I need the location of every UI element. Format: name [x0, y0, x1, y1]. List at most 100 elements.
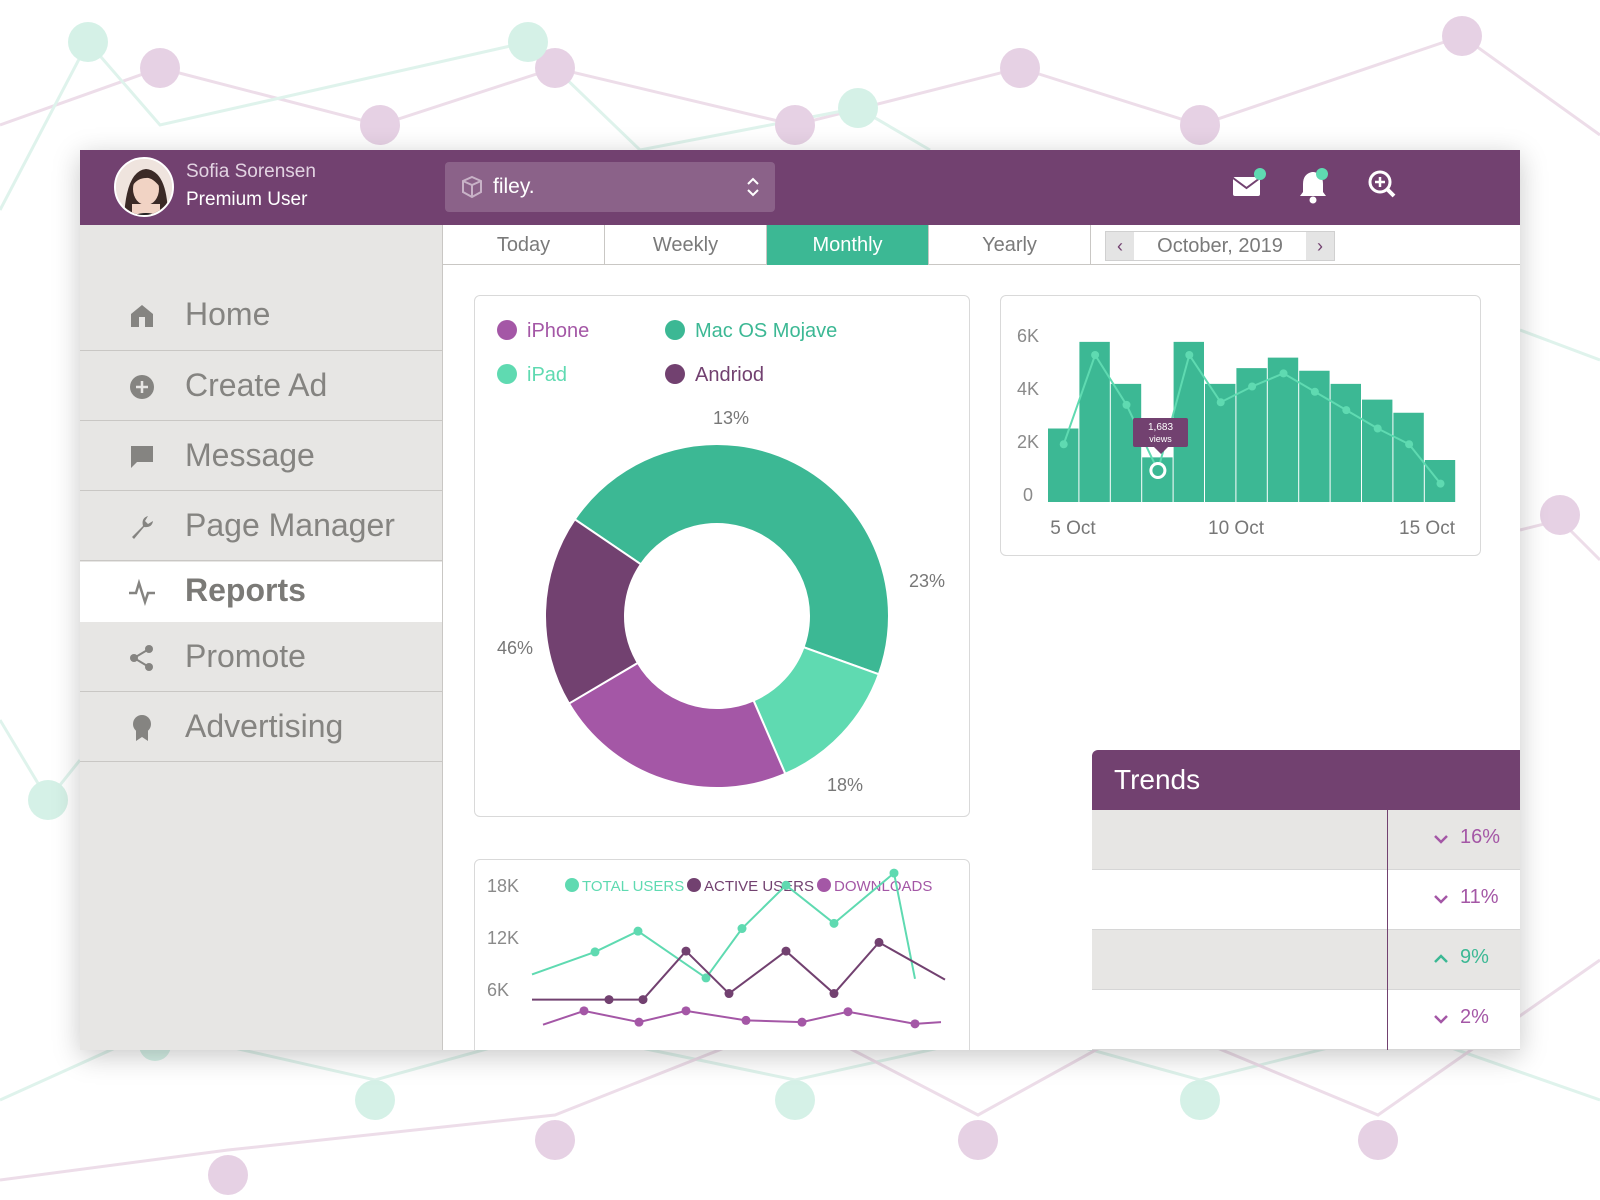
- sidebar-item-label: Promote: [185, 638, 306, 675]
- tab-today[interactable]: Today: [443, 225, 605, 265]
- trend-value: 16%: [1460, 826, 1500, 849]
- series-point: [580, 1006, 589, 1015]
- badge-icon: [128, 714, 156, 742]
- legend-label: iPad: [527, 364, 567, 386]
- series-point: [738, 924, 747, 933]
- series-point: [639, 995, 648, 1004]
- notifications-button[interactable]: [1298, 168, 1338, 208]
- sidebar-item-label: Message: [185, 437, 315, 474]
- share-icon: [128, 644, 156, 672]
- tab-weekly[interactable]: Weekly: [605, 225, 767, 265]
- series-point: [844, 1007, 853, 1016]
- app-selector-value: filey.: [493, 175, 535, 199]
- trends-panel: Trends 16%11%9%2%28%4%4%: [1092, 750, 1520, 1050]
- y-tick-0: 0: [1023, 485, 1033, 505]
- sidebar-item-label: Advertising: [185, 708, 343, 745]
- chevron-left-icon: ‹: [1117, 236, 1123, 256]
- legend-label: iPhone: [527, 320, 589, 342]
- y-tick-6k: 6K: [487, 980, 509, 1000]
- views-line-point: [1280, 369, 1288, 377]
- series-point: [742, 1016, 751, 1025]
- series-point: [875, 938, 884, 947]
- activity-icon: [128, 578, 156, 606]
- series-point: [725, 989, 734, 998]
- series-point: [782, 881, 791, 890]
- series-point: [591, 947, 600, 956]
- tooltip-marker: [1151, 464, 1165, 478]
- tab-yearly[interactable]: Yearly: [929, 225, 1091, 265]
- tab-monthly[interactable]: Monthly: [767, 225, 929, 265]
- y-tick-2k: 2K: [1017, 432, 1039, 452]
- top-bar: Sofia Sorensen Premium User filey.: [80, 150, 1520, 225]
- views-bar-chart: 6K 4K 2K 0 5 Oct 10 Oct 15 Oct 1,683 vie…: [1001, 296, 1480, 555]
- legend-dot: [665, 320, 685, 340]
- prev-month-button[interactable]: ‹: [1106, 232, 1134, 260]
- views-bar[interactable]: [1048, 429, 1078, 503]
- views-line-point: [1342, 406, 1350, 414]
- sidebar-item-label: Page Manager: [185, 507, 395, 544]
- series-point: [830, 989, 839, 998]
- series-point: [635, 1018, 644, 1027]
- legend-dot: [665, 364, 685, 384]
- period-tabs: Today Weekly Monthly Yearly ‹ October, 2…: [443, 225, 1520, 265]
- bell-icon: [1298, 168, 1338, 208]
- y-tick-6k: 6K: [1017, 326, 1039, 346]
- chevron-down-icon: [1432, 890, 1450, 908]
- sidebar-item-create-ad[interactable]: Create Ad: [80, 351, 442, 421]
- views-line-point: [1311, 388, 1319, 396]
- series-point: [682, 947, 691, 956]
- sidebar-item-home[interactable]: Home: [80, 280, 442, 351]
- views-bar[interactable]: [1362, 400, 1392, 502]
- legend-item: Andriod: [665, 364, 764, 387]
- views-line-point: [1060, 440, 1068, 448]
- legend-dot: [497, 364, 517, 384]
- views-bar[interactable]: [1079, 342, 1109, 502]
- y-tick-4k: 4K: [1017, 379, 1039, 399]
- tooltip-pointer: [1154, 447, 1168, 454]
- sidebar-item-promote[interactable]: Promote: [80, 622, 442, 692]
- trend-value: 9%: [1460, 946, 1489, 969]
- series-line: [543, 1011, 941, 1025]
- sidebar-item-message[interactable]: Message: [80, 421, 442, 491]
- x-tick-10-oct: 10 Oct: [1208, 518, 1265, 539]
- series-point: [682, 1006, 691, 1015]
- tooltip-value: 1,683: [1148, 422, 1173, 433]
- device-share-card: iPhone Mac OS Mojave iPad Andriod 13% 23…: [474, 295, 970, 817]
- mail-button[interactable]: [1230, 168, 1270, 208]
- donut-chart: 13% 23% 18% 46%: [475, 396, 969, 816]
- chevron-down-icon: [1432, 830, 1450, 848]
- legend-item: Mac OS Mojave: [665, 320, 837, 343]
- home-icon: [128, 302, 156, 330]
- x-tick-5-oct: 5 Oct: [1050, 518, 1096, 539]
- avatar[interactable]: [114, 157, 174, 217]
- views-line-point: [1185, 351, 1193, 359]
- views-line-point: [1405, 440, 1413, 448]
- chevron-down-icon: [1432, 1010, 1450, 1028]
- legend-downloads: DOWNLOADS: [834, 878, 932, 895]
- chevron-up-icon: [1432, 950, 1450, 968]
- views-bar[interactable]: [1331, 384, 1361, 502]
- app-selector[interactable]: filey.: [445, 162, 775, 212]
- legend-item: iPhone: [497, 320, 589, 343]
- views-line-point: [1437, 480, 1445, 488]
- zoom-button[interactable]: [1366, 168, 1406, 208]
- slice-label-ipad: 13%: [713, 408, 749, 428]
- sidebar-item-label: Reports: [185, 572, 306, 609]
- trend-row: 11%: [1092, 870, 1520, 930]
- user-name: Sofia Sorensen: [186, 161, 316, 183]
- dashboard-window: Sofia Sorensen Premium User filey.: [80, 150, 1520, 1050]
- series-point: [605, 995, 614, 1004]
- sidebar-item-reports[interactable]: Reports: [80, 562, 442, 622]
- sidebar-item-page-manager[interactable]: Page Manager: [80, 491, 442, 561]
- trends-title: Trends: [1114, 764, 1200, 796]
- series-point: [830, 919, 839, 928]
- x-tick-15-oct: 15 Oct: [1399, 518, 1456, 539]
- y-tick-18k: 18K: [487, 876, 519, 896]
- zoom-in-icon: [1366, 168, 1406, 208]
- users-line-chart-card: 18K 12K 6K TOTAL USERS ACTIVE USERS DOWN…: [474, 859, 970, 1050]
- box-icon: [461, 175, 483, 199]
- message-icon: [128, 443, 156, 471]
- sidebar-item-advertising[interactable]: Advertising: [80, 692, 442, 762]
- users-line-chart: 18K 12K 6K TOTAL USERS ACTIVE USERS DOWN…: [475, 860, 969, 1050]
- next-month-button[interactable]: ›: [1306, 232, 1334, 260]
